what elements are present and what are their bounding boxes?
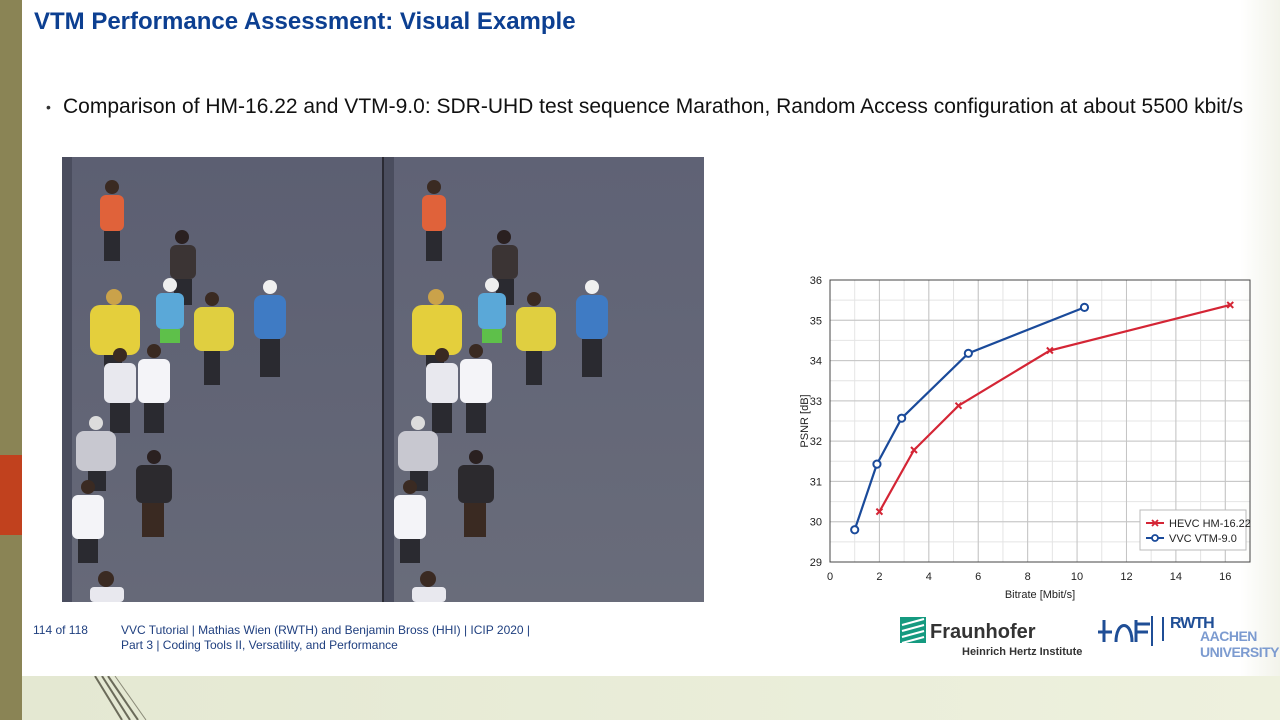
runner [478,278,506,343]
bullet-point: • Comparison of HM-16.22 and VTM-9.0: SD… [46,92,1246,122]
rd-chart: 0 2 4 6 8 10 12 14 16 29 30 31 32 33 34 35 36 Bitrate [Mb… [770,268,1280,608]
runner [422,180,446,261]
chart-plot-frame [829,279,1251,563]
rd-chart-svg: 0 2 4 6 8 10 12 14 16 29 30 31 32 33 34 35 36 Bitrate [Mb… [799,275,1251,601]
fraunhofer-logo: Fraunhofer Heinrich Hertz Institute [900,617,1090,663]
y-tick-label: 36 [810,275,822,287]
slide: VTM Performance Assessment: Visual Examp… [22,0,1280,676]
video-frames-comparison [62,157,704,602]
series-line [878,303,1231,513]
rwth-logo: RWTH AACHEN UNIVERSITY [1162,612,1280,660]
video-frame-left [62,157,382,602]
y-axis-label: PSNR [dB] [799,394,811,447]
data-point [954,401,963,410]
x-tick-label: 14 [1170,571,1182,583]
runner [394,480,426,563]
runner [516,292,556,385]
bullet-text: Comparison of HM-16.22 and VTM-9.0: SDR-… [63,95,1244,118]
runner [458,450,494,537]
runner [138,344,170,433]
bullet-marker: • [46,99,51,115]
runner [426,348,458,433]
x-tick-label: 6 [975,571,981,583]
data-point [875,507,884,516]
left-rail [0,0,22,720]
runner [576,280,608,377]
runner [460,344,492,433]
legend-label: VVC VTM-9.0 [1169,533,1237,545]
runner [194,292,234,385]
video-frame-right [384,157,704,602]
data-point [1046,346,1054,355]
x-tick-label: 2 [876,571,882,583]
data-point [872,459,882,469]
y-tick-label: 30 [810,517,822,529]
rwth-subtitle: AACHEN UNIVERSITY [1200,628,1280,660]
fraunhofer-mark-icon [900,617,926,643]
x-tick-label: 4 [926,571,932,583]
x-tick-label: 16 [1219,571,1231,583]
rwth-name: RWTH [1170,615,1215,632]
data-point [963,348,973,358]
y-tick-label: 35 [810,315,822,327]
x-axis-label: Bitrate [Mbit/s] [1005,589,1075,601]
slide-edge-fade [1240,0,1280,676]
footer-credits: VVC Tutorial | Mathias Wien (RWTH) and B… [121,623,531,637]
rwth-bar [1162,617,1164,641]
y-tick-label: 33 [810,396,822,408]
legend-label: HEVC HM-16.22 [1169,518,1251,530]
page-number: 114 of 118 [33,623,88,637]
legend-marker [1151,519,1159,527]
y-tick-label: 32 [810,436,822,448]
slide-title: VTM Performance Assessment: Visual Examp… [34,8,576,35]
runner [412,571,446,602]
runner [90,571,124,602]
data-point [1226,301,1234,309]
data-point [850,525,860,535]
data-point [910,446,918,454]
runner [72,480,104,563]
fraunhofer-name: Fraunhofer [930,621,1036,643]
runner [156,278,184,343]
y-tick-label: 31 [810,476,822,488]
x-tick-label: 8 [1025,571,1031,583]
runner [100,180,124,261]
x-tick-label: 0 [827,571,833,583]
runner [104,348,136,433]
data-point [897,413,907,423]
frame-divider [382,157,384,602]
footer-part: Part 3 | Coding Tools II, Versatility, a… [121,638,398,652]
left-rail-accent [0,455,22,535]
decorative-lines [94,675,147,720]
x-tick-label: 12 [1120,571,1132,583]
legend-marker [1151,534,1159,542]
chart-legend [1139,509,1247,551]
y-tick-label: 29 [810,557,822,569]
y-tick-label: 34 [810,356,822,368]
runner [254,280,286,377]
fraunhofer-subtitle: Heinrich Hertz Institute [962,646,1083,658]
ient-logo [1098,616,1153,646]
bottom-band [22,676,1280,720]
runner [136,450,172,537]
x-tick-label: 10 [1071,571,1083,583]
data-point [1079,302,1090,312]
